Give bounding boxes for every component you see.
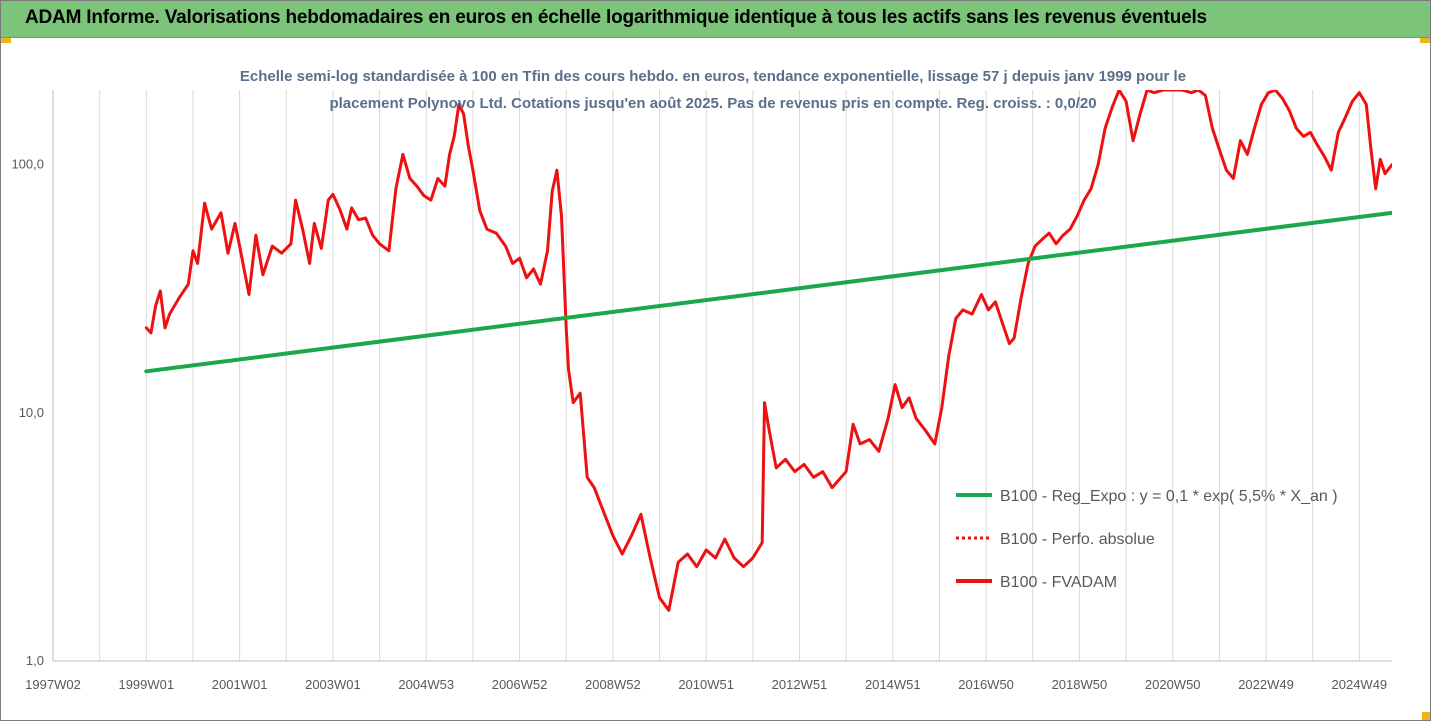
chart-subtitle: Echelle semi-log standardisée à 100 en T… — [240, 68, 1186, 112]
series-line-regression — [144, 210, 1392, 374]
x-tick-label: 2016W50 — [958, 677, 1014, 692]
x-tick-label: 2018W50 — [1052, 677, 1108, 692]
corner-accent-top-left — [1, 38, 11, 43]
x-tick-label: 2024W49 — [1332, 677, 1388, 692]
series-line-fvadam — [144, 90, 1392, 612]
series-group — [144, 90, 1392, 612]
x-tick-label: 2012W51 — [772, 677, 828, 692]
corner-accent-bottom-right — [1422, 712, 1430, 720]
subtitle-line-2: placement Polynovo Ltd. Cotations jusqu'… — [329, 95, 1096, 112]
y-tick-label: 100,0 — [11, 157, 44, 172]
legend-label: B100 - Reg_Expo : y = 0,1 * exp( 5,5% * … — [1000, 488, 1338, 505]
x-tick-label: 2010W51 — [678, 677, 734, 692]
x-tick-label: 2006W52 — [492, 677, 548, 692]
legend-label: B100 - Perfo. absolue — [1000, 531, 1155, 548]
x-tick-label: 2001W01 — [212, 677, 268, 692]
x-tick-label: 2008W52 — [585, 677, 641, 692]
y-tick-label: 1,0 — [26, 653, 44, 668]
legend: B100 - Reg_Expo : y = 0,1 * exp( 5,5% * … — [956, 488, 1338, 591]
x-tick-label: 2004W53 — [398, 677, 454, 692]
title-banner: ADAM Informe. Valorisations hebdomadaire… — [1, 1, 1430, 38]
x-tick-label: 2003W01 — [305, 677, 361, 692]
x-tick-label: 1997W02 — [25, 677, 81, 692]
subtitle-line-1: Echelle semi-log standardisée à 100 en T… — [240, 68, 1186, 85]
legend-label: B100 - FVADAM — [1000, 574, 1117, 591]
page-title: ADAM Informe. Valorisations hebdomadaire… — [25, 7, 1207, 28]
x-tick-label: 1999W01 — [118, 677, 174, 692]
x-tick-label: 2020W50 — [1145, 677, 1201, 692]
x-tick-label: 2014W51 — [865, 677, 921, 692]
axes: 1,0 10,0 100,0 1997W02 1999W01 2001W01 2003W01… — [11, 90, 1392, 692]
corner-accent-top-right — [1420, 38, 1430, 43]
y-tick-label: 10,0 — [19, 405, 44, 420]
x-tick-label: 2022W49 — [1238, 677, 1294, 692]
grid — [52, 90, 1360, 661]
